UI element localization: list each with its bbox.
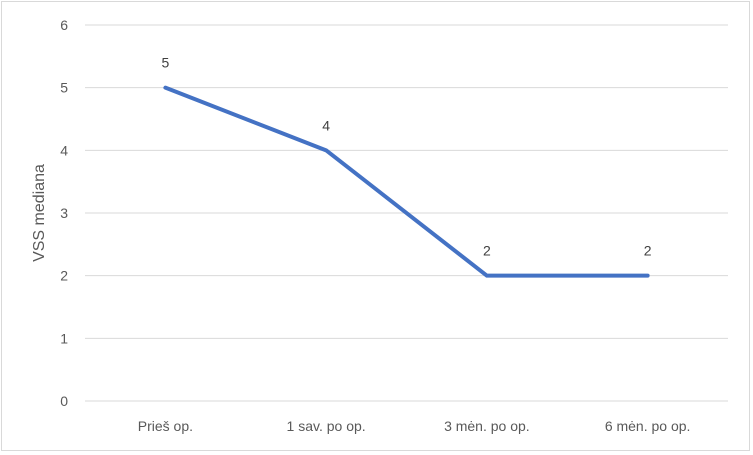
y-tick-label: 6: [60, 17, 68, 33]
data-label: 4: [322, 117, 330, 133]
y-tick-label: 4: [60, 142, 68, 158]
data-label: 2: [483, 243, 491, 259]
y-axis-label: VSS mediana: [31, 164, 48, 262]
y-axis-ticks: 0 1 2 3 4 5 6: [60, 17, 68, 409]
data-label: 2: [644, 243, 652, 259]
x-tick-label: 3 mėn. po op.: [444, 418, 530, 434]
series-line: [163, 85, 650, 278]
y-tick-label: 3: [60, 205, 68, 221]
x-axis-ticks: Prieš op. 1 sav. po op. 3 mėn. po op. 6 mėn…: [138, 418, 691, 434]
y-tick-label: 2: [60, 268, 68, 284]
x-tick-label: 1 sav. po op.: [287, 418, 366, 434]
x-tick-label: Prieš op.: [138, 418, 193, 434]
data-label: 5: [161, 55, 169, 71]
y-tick-label: 0: [60, 393, 68, 409]
x-tick-label: 6 mėn. po op.: [605, 418, 691, 434]
y-tick-label: 1: [60, 330, 68, 346]
gridlines: [85, 24, 728, 402]
data-labels: 5 4 2 2: [161, 55, 651, 259]
y-tick-label: 5: [60, 80, 68, 96]
